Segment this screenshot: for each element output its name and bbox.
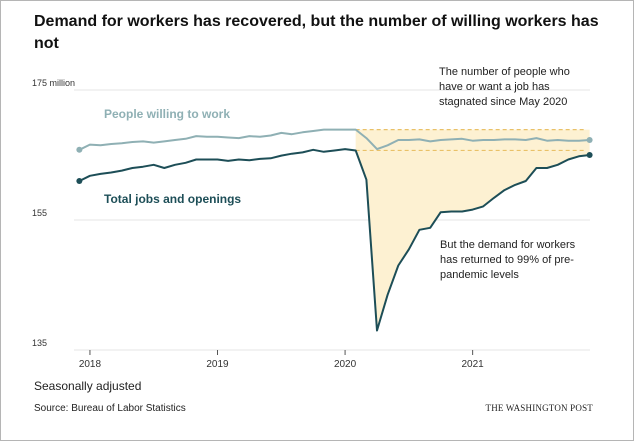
series-line-jobs-openings <box>78 148 590 332</box>
series-lines <box>76 128 593 332</box>
gap-shaded-area <box>355 129 590 331</box>
source-note: Source: Bureau of Labor Statistics <box>34 403 186 414</box>
series-label-willing-workers: People willing to work <box>104 107 230 121</box>
chart-labels: 175 million 155 135 2018 2019 2020 2021 People … <box>32 66 576 370</box>
willing-workers-endpoint <box>586 137 593 144</box>
annotation-demand-returned-line: has returned to 99% of pre- <box>440 254 574 266</box>
x-tick-label: 2021 <box>462 359 485 370</box>
annotation-willing-stagnated-line: The number of people who <box>439 66 570 78</box>
annotation-demand-returned-line: pandemic levels <box>440 269 519 281</box>
annotation-demand-returned-line: But the demand for workers <box>440 239 576 251</box>
jobs-openings-endpoint <box>76 178 83 184</box>
jobs-openings-endpoint <box>586 152 593 158</box>
series-label-jobs-openings: Total jobs and openings <box>104 192 241 206</box>
gridlines <box>74 89 590 355</box>
reference-lines <box>355 129 586 152</box>
x-tick-label: 2018 <box>79 359 102 370</box>
y-tick-label: 175 million <box>32 78 75 88</box>
willing-workers-endpoint <box>76 146 83 153</box>
x-tick-label: 2020 <box>334 359 357 370</box>
publisher-credit: THE WASHINGTON POST <box>485 403 593 413</box>
y-tick-label: 135 <box>32 338 47 348</box>
x-tick-label: 2019 <box>206 359 229 370</box>
shaded-region <box>355 129 590 331</box>
y-tick-label: 155 <box>32 208 47 218</box>
annotation-willing-stagnated-line: have or want a job has <box>439 81 550 93</box>
chart-title: Demand for workers has recovered, but th… <box>34 13 599 52</box>
series-line-willing-workers <box>78 128 590 151</box>
annotation-willing-stagnated-line: stagnated since May 2020 <box>439 96 567 108</box>
footnote-seasonally-adjusted: Seasonally adjusted <box>34 379 142 393</box>
